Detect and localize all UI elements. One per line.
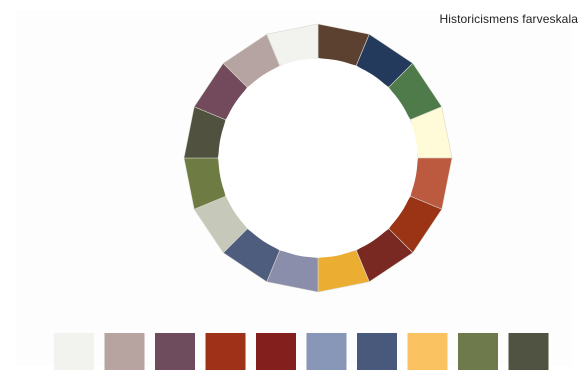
color-swatch	[357, 333, 397, 370]
color-swatch	[104, 333, 145, 370]
color-swatch	[508, 333, 549, 370]
swatch-row	[54, 333, 549, 370]
color-swatch	[458, 333, 498, 370]
color-swatch	[205, 333, 246, 370]
color-swatch	[256, 333, 296, 370]
color-swatch	[407, 333, 448, 370]
color-swatch	[155, 333, 195, 370]
chart-title: Historicismens farveskala	[439, 12, 578, 26]
color-swatch	[54, 333, 94, 370]
ring-segments	[183, 23, 453, 293]
ring-segment	[266, 23, 319, 66]
color-swatch	[306, 333, 347, 370]
ring-hole	[218, 58, 418, 258]
